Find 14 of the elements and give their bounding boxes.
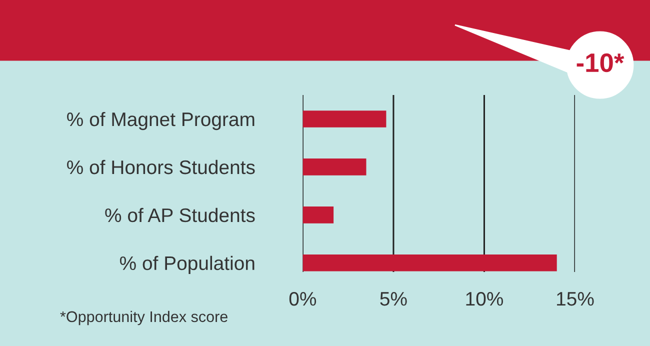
text: -10*	[576, 53, 624, 72]
x-tick-label: 10%	[466, 292, 503, 306]
text: *Opportunity Index score	[60, 310, 228, 326]
bar	[302, 110, 386, 128]
x-tick-label: 0%	[289, 292, 316, 306]
y-tick-label: % of Magnet Program	[67, 112, 254, 130]
bar	[302, 254, 557, 272]
bar	[302, 206, 334, 224]
y-tick-label: % of Population	[120, 256, 254, 274]
y-tick-label: % of AP Students	[105, 208, 255, 222]
x-tick-label: 15%	[557, 292, 594, 306]
bar	[302, 158, 366, 176]
x-tick-label: 5%	[380, 292, 407, 306]
y-tick-label: % of Honors Students	[67, 160, 255, 174]
